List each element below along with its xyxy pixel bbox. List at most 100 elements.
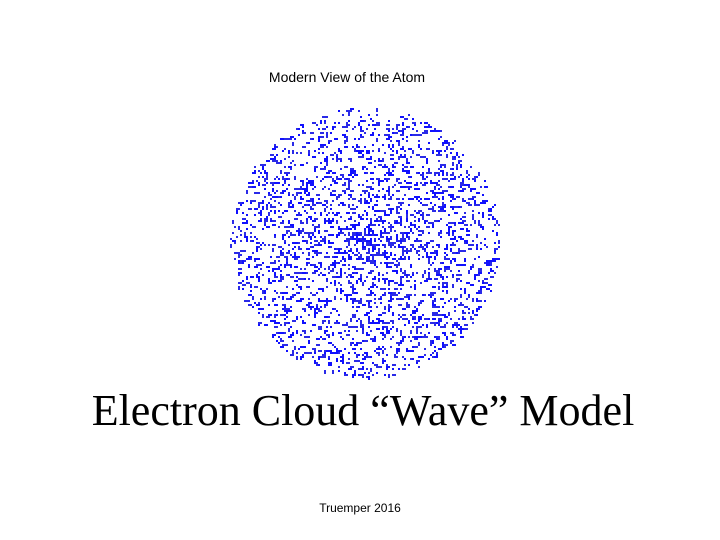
cloud-dot — [414, 124, 416, 126]
cloud-dot — [240, 234, 242, 236]
cloud-dot — [438, 324, 440, 326]
cloud-dot — [260, 212, 262, 214]
cloud-dot — [286, 138, 288, 140]
cloud-dot — [238, 256, 240, 258]
cloud-dot — [442, 172, 444, 174]
cloud-dot — [382, 322, 384, 324]
cloud-dot — [424, 354, 426, 356]
cloud-dot — [292, 248, 294, 250]
cloud-dot — [380, 296, 382, 298]
cloud-dot — [288, 178, 290, 180]
cloud-dot — [384, 262, 388, 264]
cloud-dot — [384, 306, 386, 308]
cloud-dot — [390, 294, 394, 296]
cloud-dot — [292, 352, 294, 356]
cloud-dot — [318, 252, 322, 254]
cloud-dot — [290, 254, 292, 256]
cloud-dot — [402, 132, 404, 134]
cloud-dot — [472, 298, 474, 302]
cloud-dot — [324, 122, 326, 124]
cloud-dot — [402, 248, 404, 252]
cloud-dot — [320, 120, 322, 124]
cloud-dot — [400, 282, 402, 284]
cloud-dot — [422, 300, 424, 302]
cloud-dot — [354, 138, 356, 140]
cloud-dot — [286, 298, 290, 300]
cloud-dot — [336, 358, 338, 362]
cloud-dot — [432, 340, 434, 344]
cloud-dot — [268, 202, 270, 204]
cloud-dot — [336, 236, 338, 238]
cloud-dot — [430, 240, 432, 242]
cloud-dot — [418, 246, 424, 248]
cloud-dot — [328, 140, 332, 142]
cloud-dot — [406, 162, 410, 164]
cloud-dot — [388, 374, 390, 378]
cloud-dot — [352, 288, 356, 290]
cloud-dot — [390, 226, 392, 230]
cloud-dot — [400, 208, 402, 210]
cloud-dot — [370, 240, 372, 242]
cloud-dot — [318, 202, 322, 204]
cloud-dot — [428, 318, 430, 320]
cloud-dot — [348, 368, 352, 370]
cloud-dot — [266, 178, 268, 180]
cloud-dot — [404, 358, 406, 360]
cloud-dot — [390, 306, 392, 308]
cloud-dot — [398, 262, 400, 266]
cloud-dot — [430, 296, 432, 298]
cloud-dot — [448, 142, 450, 146]
cloud-dot — [378, 248, 380, 252]
cloud-dot — [342, 126, 344, 128]
cloud-dot — [250, 284, 252, 286]
cloud-dot — [346, 322, 348, 326]
cloud-dot — [414, 338, 416, 340]
cloud-dot — [330, 234, 334, 236]
cloud-dot — [394, 166, 396, 168]
cloud-dot — [434, 278, 438, 280]
cloud-dot — [256, 238, 258, 240]
cloud-dot — [348, 194, 352, 196]
cloud-dot — [350, 208, 352, 210]
cloud-dot — [366, 368, 368, 370]
cloud-dot — [444, 210, 446, 212]
cloud-dot — [438, 246, 440, 248]
cloud-dot — [432, 302, 434, 304]
cloud-dot — [448, 230, 450, 232]
cloud-dot — [260, 218, 262, 220]
cloud-dot — [348, 212, 350, 214]
cloud-dot — [382, 158, 384, 160]
cloud-dot — [340, 274, 342, 276]
cloud-dot — [304, 310, 306, 312]
cloud-dot — [376, 194, 378, 196]
cloud-dot — [428, 294, 434, 296]
cloud-dot — [342, 184, 346, 186]
cloud-dot — [442, 196, 444, 200]
cloud-dot — [402, 368, 406, 370]
cloud-dot — [348, 250, 352, 252]
cloud-dot — [266, 206, 268, 210]
cloud-dot — [392, 150, 394, 152]
cloud-dot — [416, 130, 418, 132]
cloud-dot — [368, 304, 370, 308]
cloud-dot — [462, 220, 466, 222]
cloud-dot — [360, 268, 364, 270]
cloud-dot — [424, 318, 430, 320]
cloud-dot — [348, 228, 350, 230]
cloud-dot — [424, 334, 426, 336]
cloud-dot — [262, 242, 264, 244]
cloud-dot — [486, 246, 488, 248]
cloud-dot — [408, 188, 410, 190]
cloud-dot — [268, 212, 270, 216]
cloud-dot — [462, 188, 466, 190]
cloud-dot — [392, 132, 394, 134]
cloud-dot — [452, 340, 454, 342]
cloud-dot — [288, 328, 290, 332]
cloud-dot — [458, 270, 460, 272]
cloud-dot — [326, 214, 328, 216]
cloud-dot — [348, 174, 352, 176]
cloud-dot — [270, 218, 272, 220]
cloud-dot — [388, 262, 394, 264]
cloud-dot — [376, 200, 378, 202]
